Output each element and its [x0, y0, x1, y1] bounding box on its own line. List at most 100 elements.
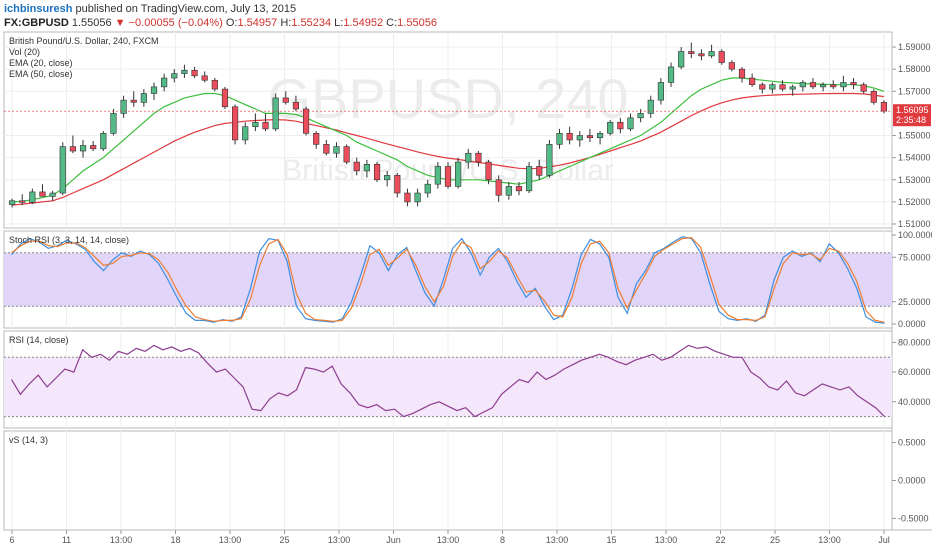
candle-body [779, 84, 786, 90]
main-legend-item: British Pound/U.S. Dollar, 240, FXCM [9, 36, 159, 46]
candle-body [769, 84, 776, 90]
candle [678, 47, 685, 70]
candle-body [181, 69, 188, 74]
x-tick-label: Jun [386, 535, 401, 545]
candle-body [718, 51, 725, 63]
candle-body [39, 191, 46, 197]
y-tick-label: 1.59000 [898, 42, 931, 52]
x-tick-label: 13:00 [437, 535, 460, 545]
price-countdown: 2:35:48 [896, 115, 926, 125]
x-tick-label: 13:00 [328, 535, 351, 545]
candle [8, 198, 16, 208]
symbol-watermark: GBPUSD, 240 [267, 67, 628, 130]
y-tick-label: 100.0000 [898, 230, 932, 240]
candle-body [79, 145, 87, 152]
symbol-label[interactable]: FX:GBPUSD [4, 17, 69, 29]
candle-body [140, 93, 147, 103]
candle-body [759, 84, 766, 90]
candle [181, 64, 188, 79]
x-tick-label: 25 [279, 535, 289, 545]
candle-body [333, 146, 340, 154]
candle [566, 126, 573, 145]
main-legend-item: Vol (20) [9, 47, 40, 57]
candle [201, 71, 208, 83]
candle-body [69, 146, 76, 152]
candle-body [688, 51, 695, 54]
main-legend-item: EMA (20, close) [9, 58, 73, 68]
candle [110, 108, 117, 136]
candle [718, 49, 725, 65]
candle [556, 128, 563, 149]
candle-body [850, 82, 857, 85]
candle-body [515, 186, 523, 192]
candle-body [59, 146, 66, 194]
candle-body [566, 133, 573, 141]
x-tick-label: 13:00 [219, 535, 242, 545]
candle [738, 66, 746, 83]
candle-body [820, 84, 827, 88]
candle [353, 157, 360, 176]
candle-body [586, 135, 594, 139]
candle [161, 73, 168, 92]
candle [596, 131, 604, 145]
candle [363, 159, 370, 178]
x-tick-label: 13:00 [546, 535, 569, 545]
candle-body [627, 117, 634, 130]
rsi-title: RSI (14, close) [9, 335, 69, 345]
candle-body [110, 113, 117, 134]
candle [272, 93, 279, 132]
candle-body [191, 69, 198, 77]
candle-body [90, 145, 97, 150]
candle [657, 78, 664, 105]
x-tick-label: 8 [500, 535, 505, 545]
y-tick-label: 75.0000 [898, 252, 931, 262]
candle [292, 95, 300, 112]
candle-body [211, 79, 218, 90]
candle [789, 84, 796, 96]
candle-body [404, 192, 411, 203]
candle-body [485, 161, 492, 181]
last-price: 1.55056 [71, 17, 112, 29]
y-tick-label: 1.52000 [898, 197, 931, 207]
candle [820, 82, 827, 92]
y-tick-label: 25.0000 [898, 297, 931, 307]
candle-body [384, 175, 391, 181]
candle-body [678, 51, 685, 68]
candle [252, 113, 259, 132]
x-tick-label: Jul [878, 535, 890, 545]
candle [90, 141, 97, 152]
candle-body [546, 144, 553, 176]
candle [444, 162, 452, 189]
y-tick-label: 40.0000 [898, 397, 931, 407]
candle-body [576, 135, 583, 141]
author-link[interactable]: ichbinsuresh [4, 3, 73, 15]
candle-body [738, 68, 746, 79]
candle-body [475, 152, 482, 163]
ohlc-line: FX:GBPUSD 1.55056 ▼ −0.00055 (−0.04%) O:… [4, 17, 437, 29]
candle-body [728, 62, 735, 70]
candle-body [637, 113, 644, 119]
y-tick-label: -0.5000 [898, 513, 929, 523]
candle-body [282, 97, 289, 103]
candle [69, 135, 76, 154]
candle [759, 82, 766, 94]
y-tick-label: 0.5000 [898, 438, 926, 448]
y-tick-label: 80.0000 [898, 337, 931, 347]
x-tick-label: 18 [170, 535, 180, 545]
candle [495, 175, 502, 202]
candle [465, 148, 472, 169]
candle-body [830, 84, 837, 88]
candle [424, 179, 431, 198]
candle [830, 80, 837, 90]
candle-body [505, 186, 512, 196]
rsi-series-line [10, 344, 885, 418]
candle-body [262, 121, 269, 130]
price-badge [893, 104, 931, 127]
candle [414, 188, 421, 207]
candle [49, 190, 56, 201]
candle-body [526, 166, 533, 192]
candle [850, 78, 857, 90]
candle-body [394, 175, 401, 194]
candle [171, 69, 178, 83]
